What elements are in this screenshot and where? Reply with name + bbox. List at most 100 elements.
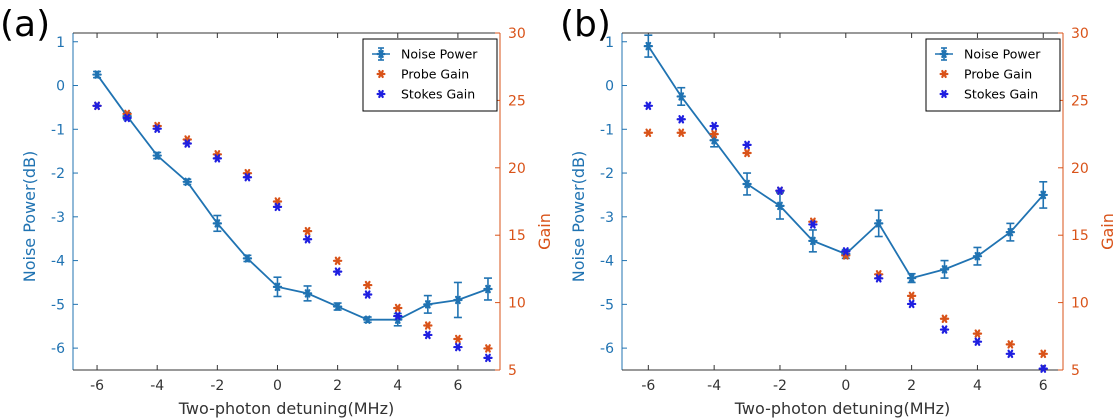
panel-a-probe-gain-point xyxy=(483,344,493,353)
panel-b-ytick-label: -2 xyxy=(600,166,614,182)
panel-b-probe-gain-point-core xyxy=(745,150,750,155)
panel-b-legend-marker xyxy=(939,89,949,99)
panel-a-noise-power-point-core xyxy=(215,221,220,226)
panel-b-noise-power-point xyxy=(1005,227,1016,237)
panel-a-legend-marker-core xyxy=(379,92,383,96)
panel-b-legend-marker xyxy=(939,49,949,59)
panel-b-stokes-gain-point xyxy=(939,325,950,334)
panel-b-stokes-gain-point-core xyxy=(679,117,684,122)
panel-b-xtick-label: 0 xyxy=(841,378,850,394)
panel-a-noise-power-point xyxy=(423,300,433,309)
panel-b-legend: Noise Power Probe Gain Stokes Gain xyxy=(925,38,1061,112)
panel-b-ytick-label: 0 xyxy=(605,79,614,95)
panel-a-stokes-gain-point-core xyxy=(455,345,460,350)
panel-b-noise-power-point xyxy=(906,273,917,283)
panel-a-noise-power-line xyxy=(96,74,489,321)
panel-a-stokes-gain-point-core xyxy=(185,141,190,146)
panel-b-noise-power-point xyxy=(808,236,818,246)
panel-a-stokes-gain-point xyxy=(242,173,253,182)
panel-b-stokes-gain-point xyxy=(874,274,884,283)
panel-b-stokes-gain-point-core xyxy=(876,276,881,281)
panel-b-stokes-gain-point-core xyxy=(712,124,717,128)
panel-a-ytick-label: -6 xyxy=(51,341,65,357)
panel-a-probe-gain-point xyxy=(393,303,403,313)
panel-b-stokes-gain-point xyxy=(972,337,983,346)
panel-a-noise-power-point-core xyxy=(455,297,460,302)
panel-b-probe-gain-point-core xyxy=(975,331,980,336)
panel-a-stokes-gain-point-core xyxy=(275,204,280,209)
panel-b-ytick-label: -3 xyxy=(600,210,614,226)
panel-a-probe-gain-point-core xyxy=(275,199,280,204)
panel-b-noise-power-point xyxy=(874,219,884,228)
panel-b-stokes-gain-point xyxy=(676,115,686,124)
panel-a-xtick-label: -2 xyxy=(210,378,224,394)
panel-b-noise-power-point-core xyxy=(975,254,980,259)
panel-a-stokes-gain-point xyxy=(212,154,223,163)
panel-a-stokes-gain-point-core xyxy=(335,269,340,274)
panel-b-legend-marker-core xyxy=(942,92,946,96)
panel-b-probe-gain-point xyxy=(676,128,686,137)
panel-b-noise-power-point-core xyxy=(679,94,684,99)
panel-b-probe-gain-point xyxy=(972,329,983,338)
panel-b-noise-power-point-core xyxy=(646,44,651,49)
panel-b-y2tick-label: 20 xyxy=(1071,161,1089,177)
panel-a-legend-marker xyxy=(376,49,386,59)
panel-a-ytick-label: 1 xyxy=(56,35,65,51)
panel-a-probe-gain-point-core xyxy=(425,323,430,328)
panel-b-noise-power-point-core xyxy=(909,276,914,281)
panel-b-noise-power-point xyxy=(676,92,686,101)
panel-b-noise-power-point-core xyxy=(745,182,750,186)
panel-b-xtick-label: 4 xyxy=(973,378,982,394)
panel-b-stokes-gain-point-core xyxy=(843,249,848,254)
panel-b-noise-power-point xyxy=(1038,190,1048,200)
panel-a-xlabel: Two-photon detuning(MHz) xyxy=(178,399,394,418)
panel-b-legend-marker-core xyxy=(942,52,946,56)
panel-b-noise-power-point xyxy=(939,265,950,274)
panel-b-noise-power-point xyxy=(775,201,785,211)
panel-b-probe-gain-point xyxy=(709,129,719,139)
panel-a-noise-power-point xyxy=(242,254,253,263)
panel-a-xtick-label: -6 xyxy=(90,378,104,394)
panel-a-noise-power-point xyxy=(92,70,102,79)
panel-b-probe-gain-point xyxy=(1038,349,1048,359)
panel-a-legend: Noise Power Probe Gain Stokes Gain xyxy=(362,38,498,112)
panel-a-stokes-gain-point-core xyxy=(125,115,130,120)
panel-b-probe-gain-point xyxy=(1005,340,1016,349)
panel-a-noise-power-point xyxy=(453,295,463,305)
panel-b-xlabel: Two-photon detuning(MHz) xyxy=(734,399,950,418)
panel-b-noise-power-point xyxy=(742,179,752,189)
panel-b-y2tick-label: 15 xyxy=(1071,228,1089,244)
panel-a-noise-power-point xyxy=(152,151,162,160)
panel-a-legend-entry: Stokes Gain xyxy=(401,87,475,102)
panel-b-noise-power-point xyxy=(643,41,654,51)
panel-b-stokes-gain-point xyxy=(643,101,654,111)
panel-a-stokes-gain-point-core xyxy=(155,126,160,131)
panel-a-stokes-gain-point-core xyxy=(305,237,310,242)
panel-b-legend-entry: Stokes Gain xyxy=(964,87,1038,102)
panel-b-stokes-gain-point xyxy=(1005,349,1016,359)
panel-b-xtick-label: 6 xyxy=(1039,378,1048,394)
panel-b-xtick-label: 2 xyxy=(907,378,916,394)
panel-a-ytick-label: -4 xyxy=(51,254,65,270)
panel-b-probe-gain-point-core xyxy=(1041,351,1046,356)
panel-a-ytick-label: -3 xyxy=(51,210,65,226)
panel-a-probe-gain-point xyxy=(423,321,433,330)
panel-a-stokes-gain-point xyxy=(332,267,343,276)
panel-b-noise-power-point xyxy=(972,251,983,261)
panel-b-noise-power-point-core xyxy=(810,238,815,243)
panel-a-noise-power-point-core xyxy=(365,317,370,322)
panel-b-stokes-gain-point-core xyxy=(646,103,651,108)
panel-b-probe-gain-point-core xyxy=(679,130,684,135)
panel-a-probe-gain-point xyxy=(362,280,373,290)
panel-a-ytick-label: -2 xyxy=(51,166,65,182)
panel-b-probe-gain-point-core xyxy=(1008,342,1013,347)
panel-a-xtick-label: -4 xyxy=(150,378,164,394)
panel-a-stokes-gain-point xyxy=(92,101,102,111)
panel-b-ytick-label: -1 xyxy=(600,122,614,138)
panel-b-ylabel: Noise Power(dB) xyxy=(569,151,588,282)
panel-b-xtick-label: -4 xyxy=(707,378,721,394)
panel-b-probe-gain-point xyxy=(939,314,950,323)
panel-a-stokes-gain-point xyxy=(453,342,463,352)
panel-a-noise-power-point xyxy=(362,315,373,324)
panel-b-probe-gain-point-core xyxy=(909,293,914,298)
